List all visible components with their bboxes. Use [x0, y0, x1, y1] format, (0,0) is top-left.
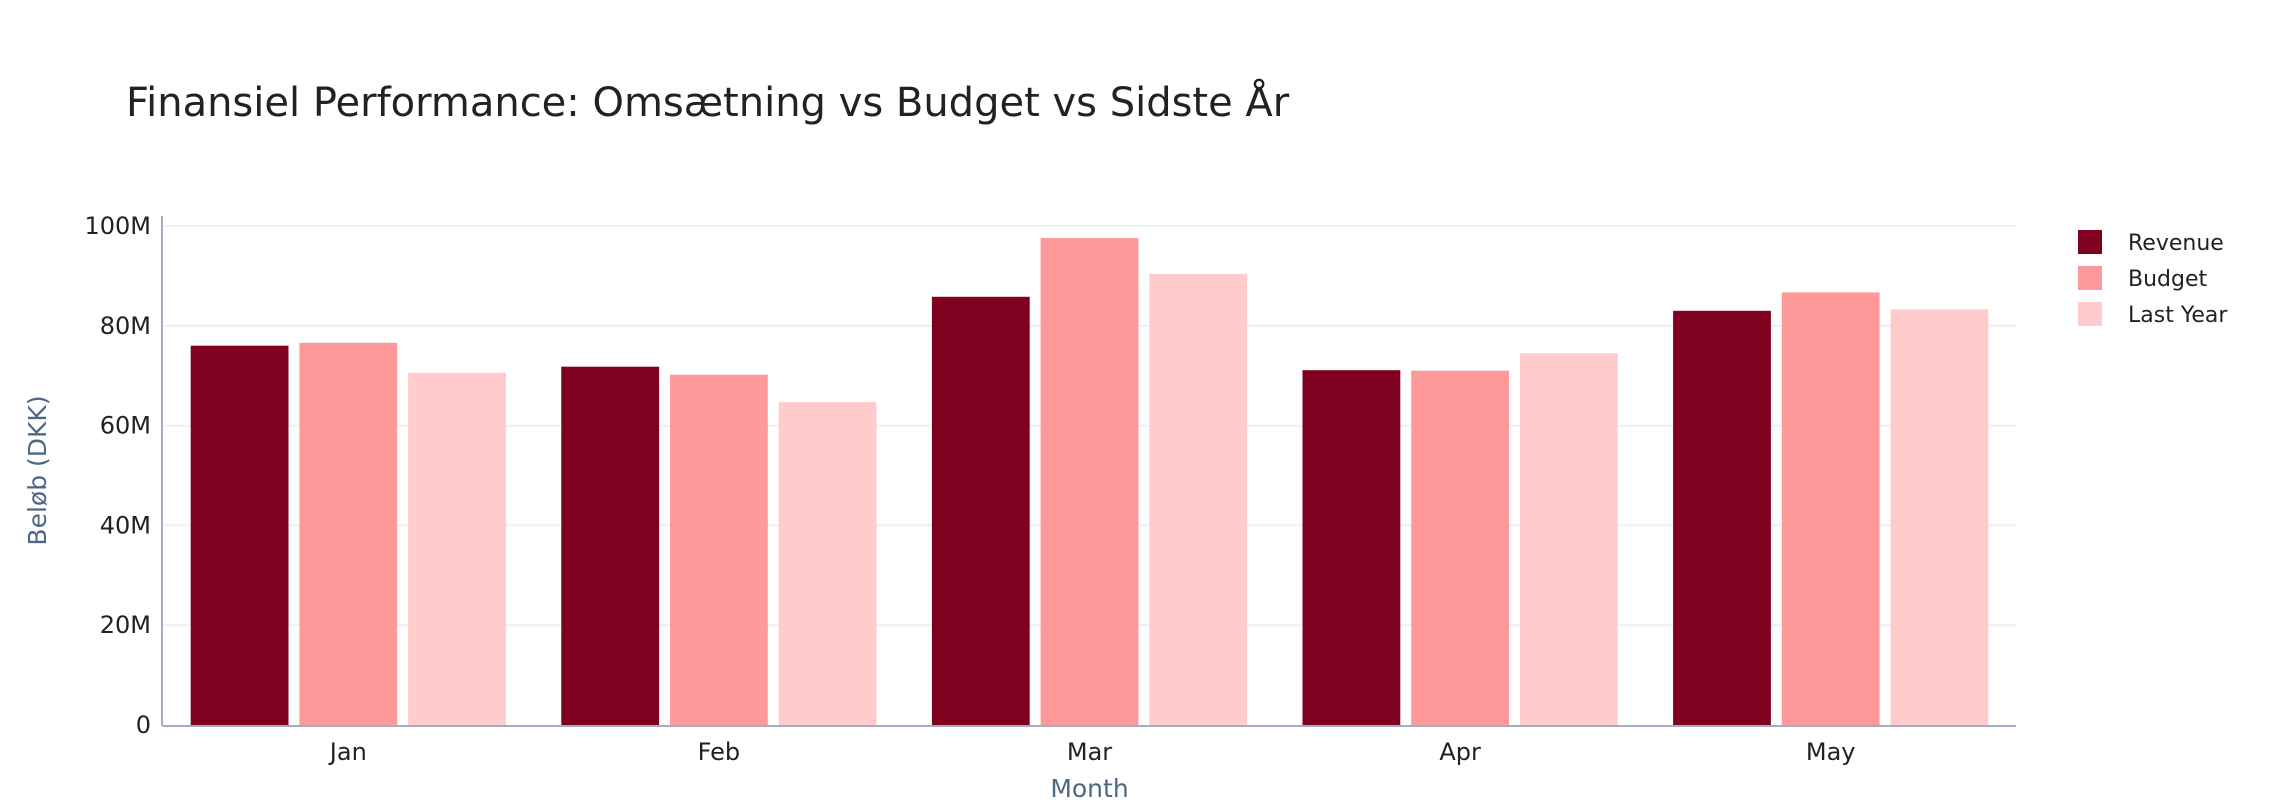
axes: [161, 216, 2016, 727]
tick-labels: 0 20M 40M 60M 80M 100M Jan Feb Mar Apr May: [84, 212, 1855, 766]
x-tick-label: May: [1806, 738, 1856, 766]
y-tick-label: 100M: [84, 212, 151, 240]
legend-label: Budget: [2128, 267, 2208, 292]
bar-last-year-jan[interactable]: [408, 372, 506, 725]
bar-revenue-mar[interactable]: [931, 296, 1030, 725]
legend-item-revenue[interactable]: Revenue: [2078, 230, 2224, 256]
y-tick-label: 20M: [100, 611, 151, 639]
y-axis-title: Beløb (DKK): [23, 395, 52, 545]
legend-swatch: [2078, 230, 2102, 254]
x-tick-label: Feb: [698, 738, 741, 766]
y-tick-label: 0: [136, 711, 151, 739]
legend-swatch: [2078, 302, 2102, 326]
legend-item-budget[interactable]: Budget: [2078, 266, 2208, 292]
chart-title: Finansiel Performance: Omsætning vs Budg…: [126, 80, 1290, 126]
bar-budget-apr[interactable]: [1411, 370, 1509, 725]
bar-revenue-may[interactable]: [1673, 310, 1771, 725]
bar-last-year-may[interactable]: [1890, 309, 1989, 725]
bar-revenue-jan[interactable]: [190, 345, 289, 725]
bar-budget-may[interactable]: [1781, 292, 1880, 725]
legend-label: Revenue: [2128, 231, 2224, 256]
bar-revenue-apr[interactable]: [1302, 370, 1401, 725]
x-axis-title: Month: [1050, 774, 1128, 803]
y-tick-label: 40M: [100, 511, 151, 539]
x-tick-label: Jan: [328, 738, 367, 766]
y-tick-label: 80M: [100, 312, 151, 340]
bars: [190, 238, 1989, 725]
legend-label: Last Year: [2128, 303, 2228, 328]
y-tick-label: 60M: [100, 412, 151, 440]
x-tick-label: Apr: [1439, 738, 1481, 766]
bar-last-year-feb[interactable]: [778, 402, 877, 725]
bar-budget-feb[interactable]: [670, 374, 768, 725]
bar-last-year-apr[interactable]: [1519, 353, 1618, 725]
bar-budget-jan[interactable]: [299, 342, 398, 725]
x-tick-label: Mar: [1067, 738, 1112, 766]
legend-item-last-year[interactable]: Last Year: [2078, 302, 2228, 328]
legend-swatch: [2078, 266, 2102, 290]
bar-budget-mar[interactable]: [1040, 238, 1139, 725]
legend[interactable]: Revenue Budget Last Year: [2078, 230, 2228, 328]
bar-last-year-mar[interactable]: [1149, 273, 1248, 725]
bar-revenue-feb[interactable]: [561, 366, 660, 725]
